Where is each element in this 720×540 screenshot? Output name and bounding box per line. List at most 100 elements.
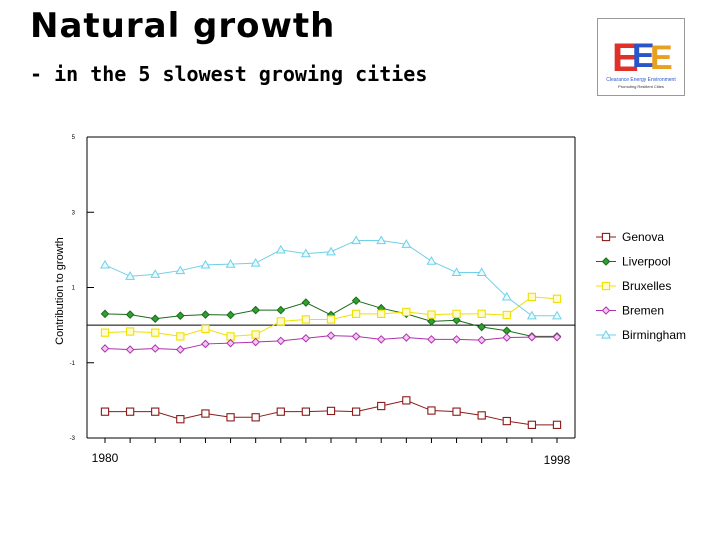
legend-item-bruxelles: Bruxelles <box>596 279 671 293</box>
bruxelles-point <box>100 328 110 337</box>
subtitle-text: in the 5 slowest growing cities <box>54 62 428 86</box>
bruxelles-point <box>326 315 336 324</box>
birmingham-point <box>175 265 186 275</box>
bremen-point <box>452 335 461 344</box>
birmingham-point <box>552 310 562 320</box>
x-tick-label-start: 1980 <box>92 451 119 465</box>
logo-letters: E E E <box>612 36 673 80</box>
x-tick-label-end: 1998 <box>544 453 571 467</box>
bruxelles-point <box>301 315 311 324</box>
plot-frame <box>86 136 576 439</box>
bruxelles-point <box>402 307 411 317</box>
birmingham-point <box>376 235 387 245</box>
birmingham-point <box>225 259 236 268</box>
bremen-point <box>427 335 436 344</box>
bruxelles-point <box>251 330 260 339</box>
bremen-point <box>176 345 185 354</box>
bruxelles-point <box>125 327 135 336</box>
liverpool-point <box>452 315 461 325</box>
logo-line1: Clearance Energy Environment <box>606 77 676 83</box>
svg-text:E: E <box>612 36 639 80</box>
svg-text:E: E <box>632 37 655 75</box>
bremen-point <box>276 336 286 346</box>
bruxelles-point <box>276 317 285 326</box>
bruxelles-legend-marker <box>601 281 611 291</box>
legend-label-bruxelles: Bruxelles <box>622 279 671 293</box>
liverpool-point <box>150 314 160 324</box>
liverpool-legend-marker <box>601 257 611 266</box>
bremen-point <box>150 344 160 353</box>
genova-point <box>176 415 185 424</box>
liverpool-point <box>226 310 235 320</box>
genova-point <box>502 416 511 426</box>
bremen-point <box>351 332 361 341</box>
genova-point <box>452 407 461 416</box>
liverpool-point <box>176 311 185 321</box>
legend-item-bremen: Bremen <box>596 304 664 318</box>
genova-point <box>552 420 562 429</box>
legend-item-birmingham: Birmingham <box>596 328 686 342</box>
bremen-point <box>326 331 336 340</box>
birmingham-point <box>401 239 412 248</box>
genova-point <box>151 407 160 416</box>
logo-line2: Promoting Resilient Cities <box>618 84 664 89</box>
bruxelles-point <box>176 332 185 341</box>
liverpool-point <box>276 305 286 315</box>
bremen-point <box>477 335 486 345</box>
legend-label-genova: Genova <box>622 230 664 244</box>
birmingham-point <box>300 248 311 258</box>
y-tick-label: 5 <box>72 135 76 141</box>
legend-label-bremen: Bremen <box>622 304 664 318</box>
bremen-point <box>552 332 562 342</box>
bruxelles-point <box>351 309 361 318</box>
series-layer <box>100 235 562 429</box>
page-subtitle: - in the 5 slowest growing cities <box>30 62 427 86</box>
birmingham-point <box>351 235 362 245</box>
liverpool-point <box>427 317 436 326</box>
genova-point <box>301 407 311 416</box>
svg-text:E: E <box>650 39 673 77</box>
bremen-series <box>100 331 562 354</box>
y-tick-label: -3 <box>70 436 76 442</box>
legend-label-liverpool: Liverpool <box>622 255 671 269</box>
genova-point <box>427 406 436 415</box>
bremen-point <box>527 332 537 342</box>
birmingham-point <box>100 259 110 269</box>
y-tick-label: -1 <box>70 361 76 367</box>
birmingham-point <box>150 269 161 278</box>
birmingham-legend-marker <box>601 329 611 339</box>
birmingham-point <box>451 267 462 277</box>
genova-point <box>477 411 486 420</box>
bremen-point <box>376 335 386 344</box>
liverpool-point <box>301 298 311 307</box>
birmingham-point <box>426 256 437 265</box>
birmingham-point <box>326 246 336 256</box>
bremen-point <box>301 333 311 343</box>
bruxelles-point <box>527 292 537 302</box>
genova-point <box>377 401 386 411</box>
bremen-legend-marker <box>601 306 611 315</box>
liverpool-point <box>125 310 135 319</box>
bruxelles-point <box>552 294 562 303</box>
bruxelles-point <box>377 309 386 318</box>
x-axis-ticks: 1980 1998 <box>92 438 571 467</box>
bruxelles-point <box>151 328 160 337</box>
liverpool-point <box>100 309 110 319</box>
eee-logo-icon: E E E Clearance Energy Environment Promo… <box>597 18 685 96</box>
birmingham-point <box>125 271 136 280</box>
birmingham-point <box>501 291 512 301</box>
genova-point <box>125 407 135 416</box>
bremen-point <box>502 333 512 342</box>
bremen-point <box>402 333 411 342</box>
legend-item-liverpool: Liverpool <box>596 255 671 269</box>
bremen-point <box>125 345 135 354</box>
liverpool-point <box>477 322 486 332</box>
y-axis-ticks: 5 3 1 -1 -3 <box>70 135 94 442</box>
bruxelles-point <box>452 309 461 318</box>
bruxelles-point <box>201 324 210 334</box>
bremen-point <box>201 339 210 349</box>
genova-point <box>527 420 537 429</box>
genova-legend-marker <box>601 232 611 242</box>
bremen-point <box>226 338 235 348</box>
